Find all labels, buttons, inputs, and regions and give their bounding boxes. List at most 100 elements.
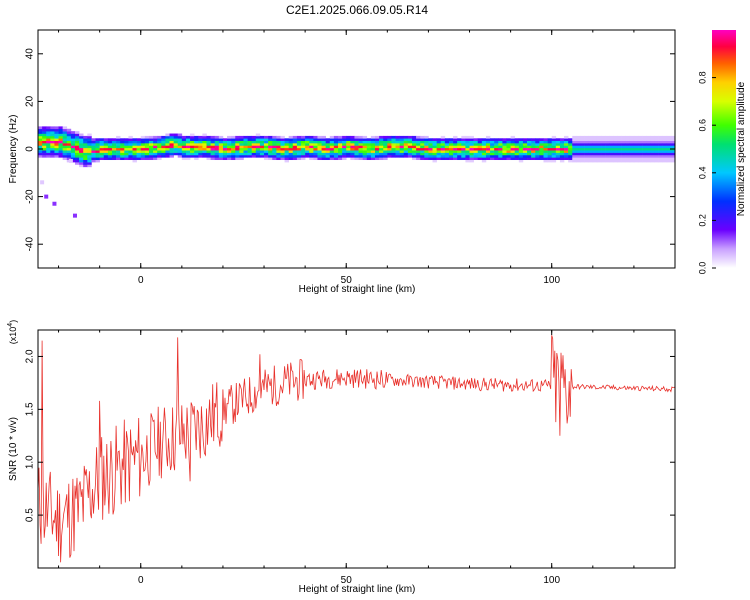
heatmap-cell [74,135,80,139]
heatmap-cell [128,140,133,144]
heatmap-cell [580,150,585,153]
heatmap-cell [469,140,474,144]
heatmap-cell [276,143,281,146]
heatmap-cell [453,143,458,146]
heatmap-cell [444,143,450,146]
heatmap-cell [206,140,211,144]
heatmap-cell [601,138,606,141]
heatmap-cell [194,147,199,151]
heatmap-cell [251,138,257,141]
heatmap-cell [666,135,672,139]
heatmap-cell [531,154,536,158]
heatmap-cell [214,138,220,141]
heatmap-cell [284,138,289,141]
heatmap-cell [66,143,72,146]
heatmap-cell [510,145,516,149]
heatmap-cell [321,154,326,158]
heatmap-cell [83,147,88,151]
heatmap-cell [132,138,137,141]
heatmap-cell [50,131,55,134]
heatmap-cell [535,147,540,151]
heatmap-cell [148,143,154,146]
heatmap-cell [399,135,405,139]
heatmap-cell [190,133,195,137]
heatmap-cell [157,154,162,158]
heatmap-cell [477,147,483,151]
heatmap-cell [284,150,289,153]
heatmap-cell [366,145,372,149]
heatmap-cell [625,157,631,161]
heatmap-cell [629,150,635,153]
heatmap-cell [477,154,483,158]
heatmap-cell [596,143,602,146]
heatmap-cell [522,154,528,158]
heatmap-cell [646,143,651,146]
heatmap-cell [317,135,322,139]
heatmap-cell [255,145,261,149]
heatmap-cell [305,154,310,158]
heatmap-cell [296,140,302,144]
heatmap-cell [120,157,125,161]
heatmap-cell [74,162,80,165]
heatmap-cell [99,147,105,151]
heatmap-cell [103,138,109,141]
heatmap-cell [555,157,561,161]
heatmap-cell [107,154,113,158]
heatmap-cell [481,143,487,146]
heatmap-cell [202,152,207,156]
heatmap-cell [465,152,470,156]
heatmap-cell [407,140,413,144]
heatmap-cell [74,131,80,134]
heatmap-cell [54,138,59,141]
heatmap-cell [116,157,121,161]
heatmap-cell [473,154,479,158]
heatmap-cell [202,138,207,141]
heatmap-cell [264,150,269,153]
heatmap-cell [120,152,125,156]
heatmap-cell [580,159,585,163]
heatmap-cell [255,140,261,144]
heatmap-cell [613,145,618,149]
heatmap-cell [161,145,166,149]
heatmap-cell [235,138,240,141]
heatmap-cell [605,154,610,158]
heatmap-cell [305,138,310,141]
heatmap-cell [251,135,257,139]
heatmap-cell [107,145,113,149]
heatmap-cell [46,147,51,151]
heatmap-cell [235,135,240,139]
heatmap-cell [66,157,72,161]
heatmap-cell [268,145,273,149]
heatmap-cell [572,140,577,144]
heatmap-cell [301,154,306,158]
heatmap-cell [580,145,585,149]
heatmap-cell [83,162,88,165]
heatmap-cell [66,138,72,141]
heatmap-cell [387,154,392,158]
heatmap-cell [564,145,569,149]
heatmap-cell [239,145,244,149]
heatmap-cell [506,140,511,144]
heatmap-cell [50,145,55,149]
heatmap-cell [350,135,355,139]
heatmap-cell [50,128,55,132]
heatmap-cell [276,147,281,151]
heatmap-cell [629,154,635,158]
heatmap-cell [338,143,343,146]
heatmap-cell [272,135,277,139]
heatmap-cell [370,152,376,156]
heatmap-cell [510,154,516,158]
heatmap-cell [658,138,663,141]
heatmap-cell [411,150,417,153]
heatmap-cell [292,140,298,144]
heatmap-cell [354,143,359,146]
heatmap-cell [231,154,236,158]
heatmap-cell [103,157,109,161]
heatmap-cell [227,145,232,149]
heatmap-cell [111,138,117,141]
heatmap-cell [247,147,253,151]
heatmap-cell [79,145,84,149]
heatmap-cell [403,152,409,156]
heatmap-cell [91,143,96,146]
heatmap-cell [185,138,191,141]
